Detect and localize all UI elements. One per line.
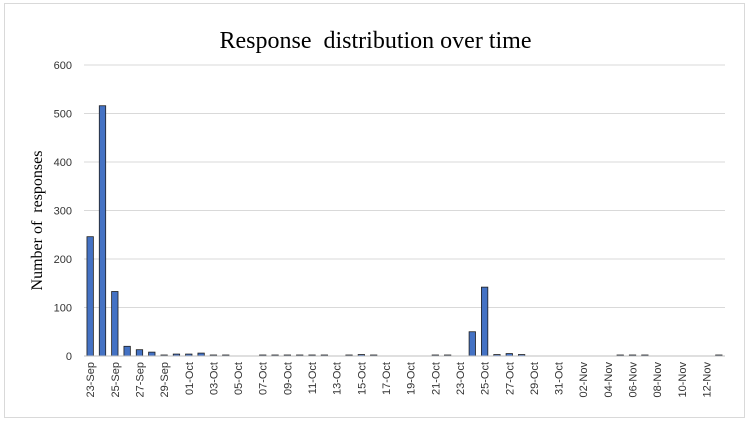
y-tick-label: 100 [54, 303, 72, 315]
x-tick-label: 23-Oct [455, 362, 467, 395]
x-tick-label: 31-Oct [554, 362, 566, 395]
bar-26-Sep [123, 345, 131, 357]
x-tick-label: 12-Nov [702, 362, 714, 398]
y-tick-label: 200 [54, 254, 72, 266]
bar-24-Oct [468, 331, 476, 357]
bar-24-Sep [98, 105, 107, 357]
y-tick-label: 600 [54, 60, 72, 72]
x-tick-label: 10-Nov [677, 362, 689, 398]
gridlines [84, 64, 725, 308]
x-tick-label: 29-Sep [159, 362, 171, 397]
x-tick-label: 06-Nov [628, 362, 640, 398]
bar-28-Sep [148, 351, 156, 357]
bar-25-Oct [481, 286, 489, 357]
x-axis-ticks: 23-Sep 25-Sep 27-Sep 29-Sep 01-Oct 03-Oct 05-O… [85, 362, 713, 398]
x-tick-label: 29-Oct [529, 362, 541, 395]
x-tick-label: 02-Nov [578, 362, 590, 398]
y-tick-label: 0 [66, 351, 72, 363]
x-tick-label: 08-Nov [652, 362, 664, 398]
x-tick-label: 19-Oct [406, 362, 418, 395]
x-tick-label: 04-Nov [603, 362, 615, 398]
y-axis-label: Number of responses [29, 151, 46, 291]
x-tick-label: 03-Oct [208, 362, 220, 395]
x-tick-label: 11-Oct [307, 362, 319, 394]
y-tick-label: 400 [54, 157, 72, 169]
x-tick-label: 07-Oct [258, 362, 270, 395]
bar-25-Sep [111, 291, 119, 357]
chart-title: Response distribution over time [219, 28, 532, 54]
x-tick-label: 01-Oct [184, 362, 196, 395]
x-tick-label: 25-Oct [480, 362, 492, 395]
x-tick-label: 15-Oct [356, 362, 368, 395]
chart-plot: 0 100 200 300 400 500 600 23-Sep 25-Sep 27-Sep 29… [29, 60, 725, 398]
x-tick-label: 27-Oct [504, 362, 516, 395]
x-tick-label: 25-Sep [110, 362, 122, 397]
x-tick-label: 13-Oct [332, 362, 344, 395]
x-tick-label: 21-Oct [430, 362, 442, 395]
x-tick-label: 09-Oct [282, 362, 294, 395]
bar-23-Sep [86, 236, 94, 357]
y-tick-label: 300 [54, 206, 72, 218]
y-tick-label: 500 [54, 109, 72, 121]
chart-frame: Response distribution over time 0 100 200 3… [4, 3, 745, 418]
x-tick-label: 23-Sep [85, 362, 97, 397]
bar-27-Sep [135, 349, 144, 357]
x-tick-label: 17-Oct [381, 362, 393, 395]
x-tick-label: 27-Sep [134, 362, 146, 397]
x-tick-label: 05-Oct [233, 362, 245, 395]
y-axis-ticks: 0 100 200 300 400 500 600 [54, 60, 72, 363]
bars [86, 105, 723, 357]
